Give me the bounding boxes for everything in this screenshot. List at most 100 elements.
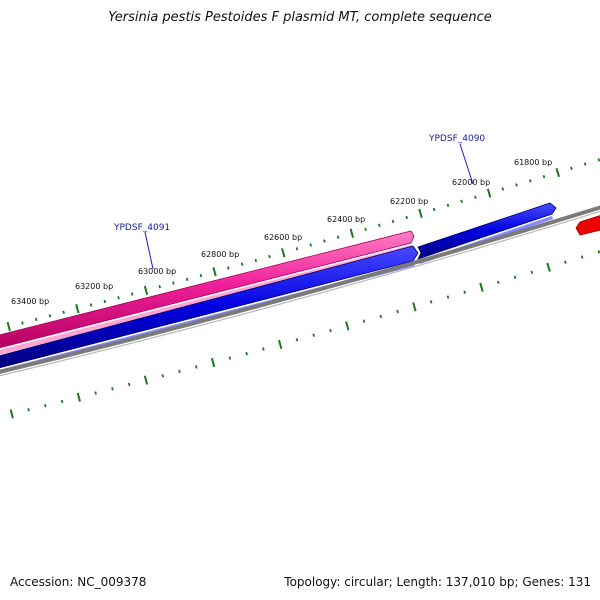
ruler-minor-tick (570, 166, 573, 170)
ruler-minor-tick (379, 314, 383, 319)
ruler-minor-tick (429, 300, 433, 304)
ruler-major-tick (486, 188, 492, 198)
map-title: Yersinia pestis Pestoides F plasmid MT, … (108, 10, 492, 25)
ruler-minor-tick (103, 299, 107, 304)
ruler-minor-tick (501, 187, 505, 191)
ruler-minor-tick (432, 207, 436, 212)
ruler-minor-tick (329, 328, 332, 333)
ruler-minor-tick (48, 314, 52, 318)
ruler-minor-tick (228, 356, 232, 360)
ruler-label: 63400 bp (11, 297, 49, 306)
ruler-label: 62400 bp (327, 215, 365, 224)
ruler-minor-tick (60, 399, 64, 404)
ruler-minor-tick (564, 260, 567, 264)
gene-label-leader (459, 143, 474, 185)
ruler-minor-tick (262, 347, 265, 351)
ruler-minor-tick (323, 239, 326, 243)
ruler-minor-tick (364, 227, 367, 232)
gene-ypdsf-4091[interactable] (0, 230, 415, 356)
ruler-minor-tick (130, 292, 134, 296)
ruler-major-tick (143, 285, 149, 296)
ruler-minor-tick (227, 266, 230, 270)
ruler-minor-tick (254, 258, 258, 263)
ruler-minor-tick (597, 250, 600, 254)
ruler-minor-tick (528, 179, 532, 183)
ruler-minor-tick (580, 255, 584, 259)
ruler-minor-tick (463, 290, 466, 294)
ruler-minor-tick (158, 285, 161, 289)
ruler-minor-tick (446, 203, 450, 208)
ruler-minor-tick (460, 199, 463, 203)
ruler-minor-tick (172, 281, 175, 285)
ruler-label: 63000 bp (138, 267, 176, 276)
ruler-label: 62000 bp (452, 178, 490, 187)
outer-dotted-ring (6, 158, 600, 332)
ruler-minor-tick (268, 254, 271, 259)
ruler-minor-tick (312, 333, 315, 337)
ruler-minor-tick (295, 338, 299, 342)
ruler-minor-tick (199, 273, 203, 278)
inner-dotted-ring (9, 250, 600, 419)
ruler-minor-tick (446, 295, 450, 299)
ruler-minor-tick (336, 235, 340, 239)
ruler-major-tick (210, 357, 216, 368)
ruler-minor-tick (178, 369, 181, 374)
gene-label[interactable]: YPDSF_4090 (428, 134, 485, 144)
ruler-minor-tick (44, 403, 47, 408)
ruler-minor-tick (240, 262, 244, 266)
gene-label-leader (144, 231, 154, 270)
ruler-minor-tick (309, 243, 312, 247)
ruler-minor-tick (27, 408, 30, 412)
ruler-minor-tick (245, 351, 248, 356)
ruler-minor-tick (597, 158, 600, 162)
ruler-minor-tick (21, 321, 24, 325)
ruler-major-tick (75, 304, 80, 314)
ruler-major-tick (278, 339, 283, 350)
ruler-minor-tick (89, 303, 93, 307)
ruler-major-tick (6, 321, 11, 332)
ruler-minor-tick (405, 215, 409, 220)
ruler-minor-tick (530, 270, 534, 274)
ruler-major-tick (546, 262, 551, 272)
ruler-minor-tick (111, 387, 114, 391)
ruler-label: 62200 bp (390, 197, 428, 206)
gene-red-feature[interactable] (575, 214, 600, 236)
ruler-minor-tick (515, 183, 518, 187)
ruler-major-tick (345, 321, 350, 331)
ruler-minor-tick (185, 277, 189, 281)
ruler-minor-tick (496, 280, 500, 284)
ruler-minor-tick (583, 162, 587, 166)
ruler-minor-tick (513, 275, 517, 279)
ruler-minor-tick (94, 391, 97, 395)
ruler-major-tick (349, 228, 355, 238)
ruler-minor-tick (161, 374, 164, 378)
ruler-major-tick (9, 409, 14, 419)
ruler-label: 62800 bp (201, 250, 239, 259)
ruler-major-tick (281, 248, 286, 258)
ruler-minor-tick (127, 382, 131, 387)
ruler-minor-tick (62, 310, 65, 314)
ruler-minor-tick (396, 309, 399, 314)
accession-text: Accession: NC_009378 (10, 575, 147, 589)
ruler-major-tick (76, 392, 81, 402)
ruler-major-tick (143, 375, 149, 385)
ruler-major-tick (412, 302, 417, 312)
ruler-minor-tick (542, 174, 546, 179)
ruler-label: 63200 bp (75, 282, 113, 291)
ruler-minor-tick (474, 195, 477, 199)
gene-label[interactable]: YPDSF_4091 (113, 223, 170, 233)
ruler-minor-tick (117, 296, 120, 300)
ruler-minor-tick (295, 247, 299, 251)
ruler-major-tick (418, 208, 423, 219)
summary-text: Topology: circular; Length: 137,010 bp; … (284, 575, 591, 589)
ruler-major-tick (479, 282, 484, 292)
ruler-minor-tick (391, 219, 395, 224)
ruler-label: 61800 bp (514, 158, 552, 167)
ruler-label: 62600 bp (264, 233, 302, 242)
ruler-major-tick (212, 267, 217, 277)
ruler-major-tick (555, 167, 560, 178)
ruler-minor-tick (195, 365, 198, 369)
plasmid-backbone (0, 205, 600, 377)
ruler-minor-tick (34, 317, 38, 322)
